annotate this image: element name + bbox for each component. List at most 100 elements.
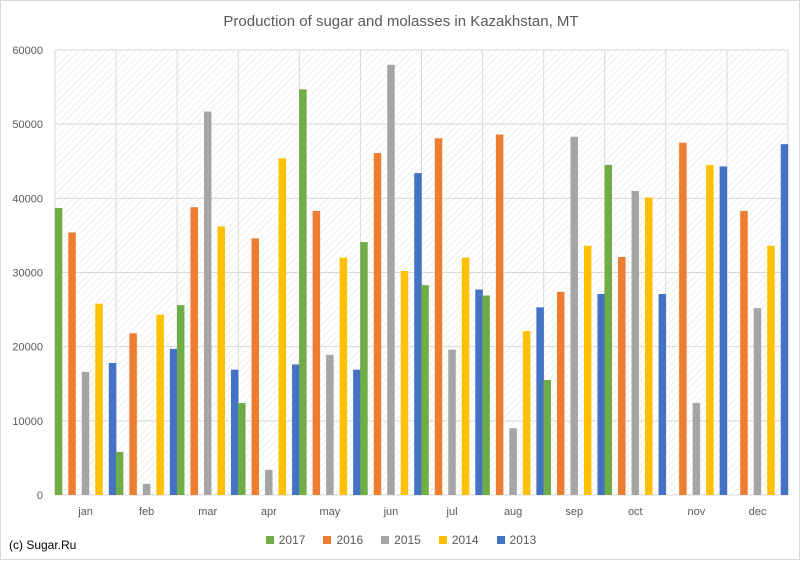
bar-2015-feb — [142, 483, 151, 495]
x-tick-label: mar — [198, 506, 217, 518]
bar-2013-mar — [230, 369, 239, 495]
legend-label: 2016 — [336, 533, 364, 547]
bar-2017-jan — [54, 207, 63, 495]
x-tick-label: dec — [749, 506, 767, 518]
x-tick-label: nov — [688, 506, 706, 518]
legend-label: 2014 — [451, 533, 479, 547]
legend-swatch — [381, 536, 390, 544]
bar-2014-aug — [522, 331, 531, 495]
bar-2016-mar — [190, 207, 198, 495]
bar-2014-jun — [400, 271, 409, 495]
x-tick-label: jun — [383, 506, 399, 518]
x-tick-label: sep — [565, 506, 583, 518]
bar-2015-apr — [265, 469, 273, 495]
bar-2015-jul — [448, 349, 456, 495]
bar-2016-may — [312, 210, 321, 496]
y-axis-tick-labels: 0 10000 20000 30000 40000 50000 60000 — [12, 45, 43, 502]
y-tick-label: 20000 — [12, 342, 43, 354]
bar-2013-jun — [414, 173, 422, 495]
x-tick-label: may — [319, 506, 340, 518]
x-tick-label: jul — [446, 506, 458, 518]
bar-2016-aug — [495, 134, 504, 496]
bar-2015-may — [326, 354, 334, 495]
legend-swatch — [438, 536, 447, 544]
bar-2017-jun — [360, 242, 368, 495]
bar-2013-apr — [292, 364, 300, 495]
bar-2014-oct — [645, 197, 653, 495]
x-tick-label: apr — [261, 506, 277, 518]
legend: 2017 2016 2015 2014 2013 — [1, 533, 800, 547]
bar-2015-sep — [570, 136, 578, 495]
bar-2013-jul — [475, 289, 483, 495]
bar-2013-sep — [597, 294, 605, 495]
legend-swatch — [323, 536, 332, 544]
bar-2016-sep — [556, 291, 565, 495]
x-tick-label: oct — [628, 506, 643, 518]
bar-2014-apr — [278, 158, 287, 496]
y-tick-label: 50000 — [12, 119, 43, 131]
legend-swatch — [265, 536, 274, 544]
bar-2017-jul — [421, 285, 429, 495]
legend-label: 2013 — [509, 533, 537, 547]
legend-label: 2017 — [278, 533, 306, 547]
bar-2016-feb — [129, 333, 137, 495]
legend-item-2014: 2014 — [438, 533, 479, 547]
bar-2017-apr — [238, 403, 246, 495]
legend-label: 2015 — [394, 533, 421, 547]
bar-2016-dec — [740, 210, 748, 496]
x-axis-tick-labels: jan feb mar apr may jun jul aug sep oct nov dec — [77, 506, 767, 518]
bar-2013-oct — [658, 294, 667, 495]
x-tick-label: aug — [504, 506, 522, 518]
bar-2016-nov — [679, 142, 687, 496]
bar-2015-mar — [203, 111, 212, 495]
y-tick-label: 40000 — [12, 193, 43, 205]
legend-item-2013: 2013 — [496, 533, 537, 547]
y-tick-label: 0 — [37, 490, 43, 502]
legend-item-2017: 2017 — [265, 533, 306, 547]
bar-2014-feb — [156, 314, 164, 495]
bar-2013-may — [353, 369, 361, 495]
bar-2014-nov — [706, 164, 714, 496]
bar-2016-jan — [68, 232, 76, 495]
bar-2015-oct — [631, 190, 640, 495]
bar-2015-jan — [81, 371, 90, 495]
bar-2017-mar — [176, 305, 185, 495]
bar-2017-may — [299, 89, 307, 495]
y-tick-label: 10000 — [12, 416, 43, 428]
y-tick-label: 30000 — [12, 268, 43, 280]
chart-title: Production of sugar and molasses in Kaza… — [223, 13, 579, 30]
bar-2015-aug — [509, 428, 517, 495]
bar-2013-dec — [780, 144, 789, 496]
bar-2013-jan — [108, 362, 117, 495]
legend-swatch — [496, 536, 505, 544]
legend-item-2015: 2015 — [381, 533, 421, 547]
legend-item-2016: 2016 — [323, 533, 363, 547]
copyright-text: (c) Sugar.Ru — [9, 538, 77, 552]
bar-2014-jan — [95, 303, 103, 495]
bar-2015-jun — [387, 64, 395, 496]
bar-2016-apr — [251, 238, 260, 495]
bar-2017-oct — [604, 164, 613, 496]
bar-2014-mar — [217, 226, 225, 495]
bar-2013-feb — [169, 348, 178, 495]
bar-2016-oct — [618, 256, 626, 495]
bars — [54, 64, 789, 496]
bar-2016-jul — [434, 138, 443, 495]
bar-2014-jul — [461, 257, 470, 495]
bar-2013-nov — [719, 166, 728, 496]
bar-2017-sep — [543, 380, 551, 495]
bar-2014-may — [339, 257, 348, 495]
bar-2013-aug — [536, 307, 544, 495]
bar-2017-aug — [482, 295, 490, 495]
bar-2017-feb — [115, 451, 124, 495]
bar-2016-jun — [373, 153, 382, 495]
bar-2014-dec — [767, 245, 775, 495]
x-tick-label: jan — [77, 506, 93, 518]
bar-2015-dec — [753, 308, 762, 495]
x-tick-label: feb — [139, 506, 154, 518]
bar-2015-nov — [692, 403, 701, 495]
y-tick-label: 60000 — [12, 45, 43, 57]
bar-2014-sep — [583, 245, 592, 495]
